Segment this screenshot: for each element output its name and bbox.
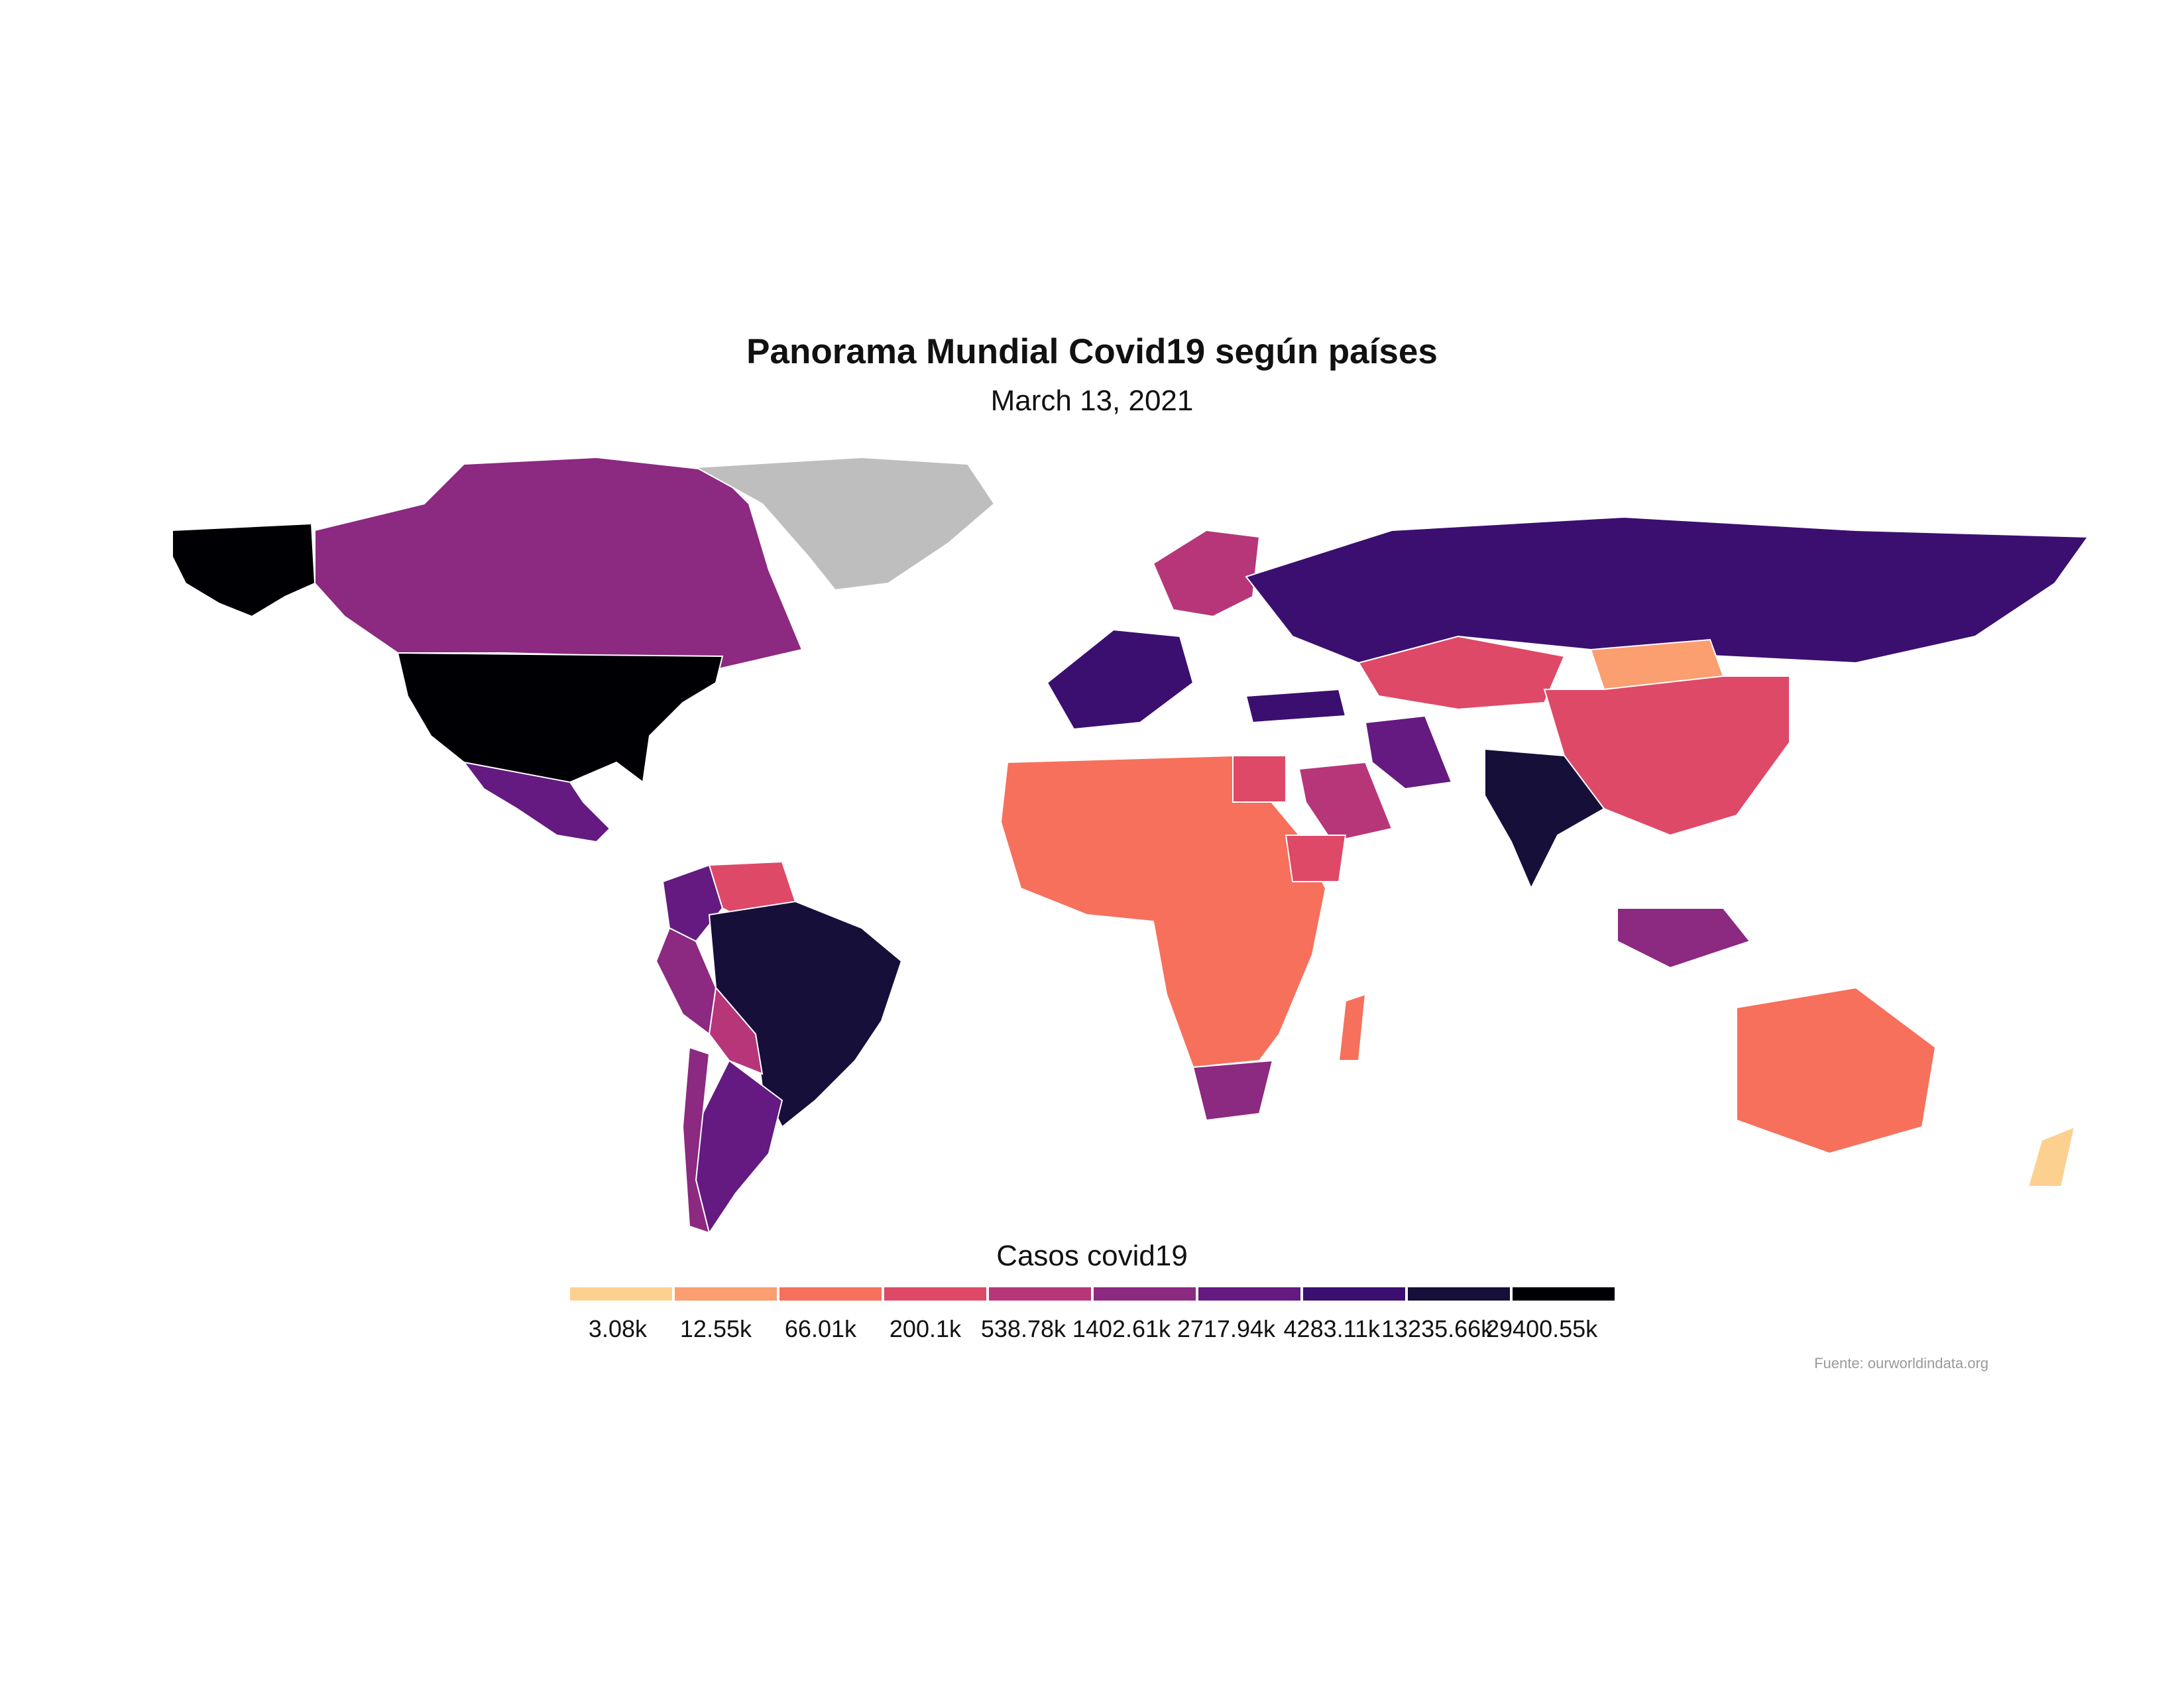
legend-title: Casos covid19: [996, 1240, 1188, 1272]
legend-swatch: [1513, 1287, 1615, 1301]
legend-label: 29400.55k: [1486, 1315, 1598, 1342]
legend-swatch: [884, 1287, 986, 1301]
legend-label: 1402.61k: [1072, 1315, 1171, 1342]
map-region-western-europe: [1046, 628, 1194, 730]
legend-swatch: [779, 1287, 882, 1301]
map-region-russia: [1245, 516, 2089, 664]
legend-label: 13235.66k: [1381, 1315, 1493, 1342]
chart-title: Panorama Mundial Covid19 según países: [746, 332, 1438, 371]
legend-swatch: [1408, 1287, 1510, 1301]
map-region-bolivia: [708, 986, 764, 1075]
map-region-india: [1484, 748, 1605, 890]
legend-label: 200.1k: [889, 1315, 961, 1342]
map-region-indonesia: [1617, 907, 1751, 969]
chart-subtitle: March 13, 2021: [990, 384, 1194, 417]
map-region-australia: [1736, 986, 1937, 1155]
source-note: Fuente: ourworldindata.org: [1814, 1355, 1988, 1371]
map-region-canada: [314, 456, 803, 671]
legend-label: 2717.94k: [1177, 1315, 1275, 1342]
color-legend: 3.08k 12.55k 66.01k 200.1k 538.78k 1402.61k 27…: [570, 1287, 1617, 1354]
legend-label: 4283.11k: [1283, 1315, 1380, 1342]
legend-swatch: [675, 1287, 777, 1301]
map-region-peru: [655, 927, 717, 1035]
legend-label: 3.08k: [588, 1315, 647, 1342]
map-region-turkey: [1245, 688, 1347, 724]
map-region-colombia: [661, 864, 724, 943]
map-region-alaska: [172, 522, 316, 618]
map-region-united-states: [396, 652, 724, 787]
legend-label: 538.78k: [980, 1315, 1066, 1342]
legend-swatch: [570, 1287, 672, 1301]
map-region-ethiopia: [1285, 835, 1347, 882]
map-region-chile: [681, 1046, 711, 1234]
map-region-kazakhstan: [1357, 635, 1566, 711]
legend-swatch: [1303, 1287, 1405, 1301]
map-region-scandinavia: [1152, 529, 1261, 618]
map-region-iran: [1364, 715, 1453, 790]
legend-swatch: [989, 1287, 1091, 1301]
map-region-greenland: [693, 456, 996, 591]
map-region-saudi-arabia: [1298, 761, 1393, 843]
legend-swatch: [1198, 1287, 1300, 1301]
map-region-new-zealand: [2027, 1126, 2076, 1187]
map-region-south-africa: [1192, 1059, 1274, 1122]
legend-label: 12.55k: [679, 1315, 752, 1342]
map-region-mexico: [462, 761, 611, 843]
legend-swatch: [1094, 1287, 1196, 1301]
map-region-madagascar: [1338, 993, 1367, 1061]
legend-label: 66.01k: [784, 1315, 856, 1342]
map-region-egypt: [1232, 755, 1287, 803]
